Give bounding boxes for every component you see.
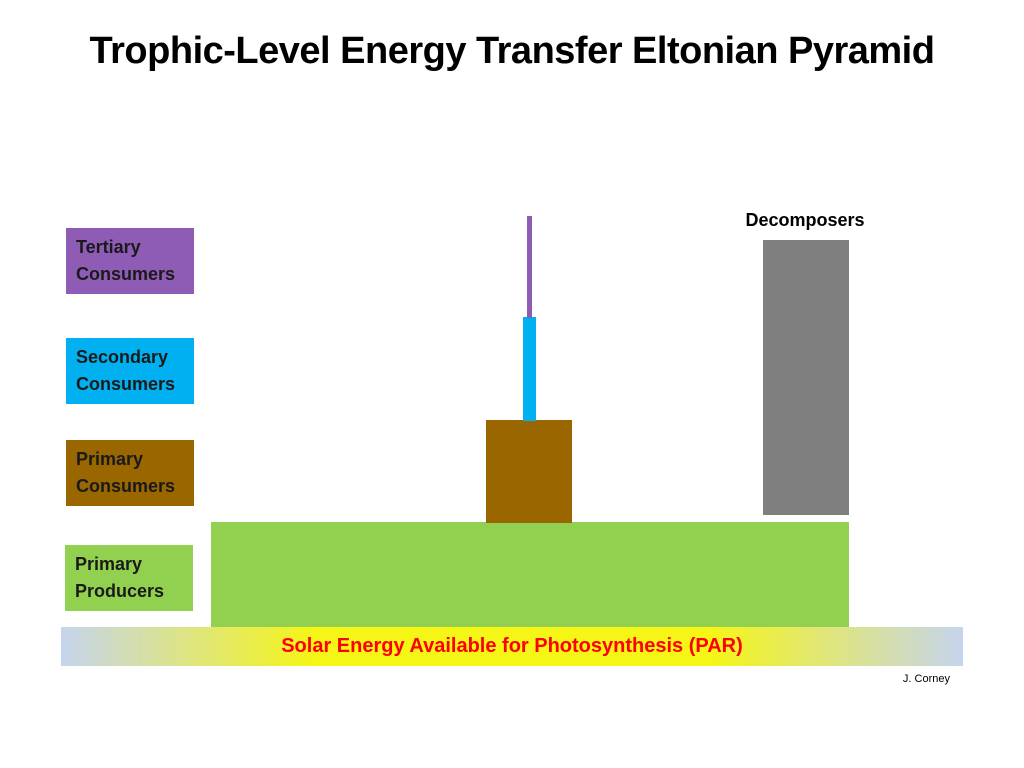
solar-energy-label: Solar Energy Available for Photosynthesi… bbox=[281, 635, 743, 657]
legend-primary-producers-line-2: Producers bbox=[75, 581, 165, 601]
legend-secondary-line-2: Consumers bbox=[76, 374, 176, 394]
legend-primary-consumers-line-1: Primary bbox=[76, 449, 144, 469]
legend-tertiary-consumers: Tertiary Consumers bbox=[66, 228, 194, 294]
author-credit: J. Corney bbox=[902, 673, 950, 685]
solar-energy-bar: Solar Energy Available for Photosynthesi… bbox=[61, 627, 963, 666]
legend-tertiary-line-2: Consumers bbox=[76, 264, 176, 284]
legend-primary-consumers-line-2: Consumers bbox=[76, 476, 176, 496]
legend-primary-producers: Primary Producers bbox=[65, 545, 193, 611]
decomposers-label: Decomposers bbox=[745, 210, 865, 230]
pyramid-tertiary-consumers-block bbox=[527, 216, 532, 318]
page-title: Trophic-Level Energy Transfer Eltonian P… bbox=[89, 30, 935, 72]
pyramid-primary-consumers-block bbox=[486, 420, 572, 523]
pyramid-primary-producers-block bbox=[211, 522, 849, 628]
decomposers-block bbox=[763, 240, 849, 515]
legend-primary-consumers: Primary Consumers bbox=[66, 440, 194, 506]
legend-secondary-consumers: Secondary Consumers bbox=[66, 338, 194, 404]
legend-secondary-line-1: Secondary bbox=[76, 347, 169, 367]
pyramid-secondary-consumers-block bbox=[523, 317, 536, 421]
legend-primary-producers-line-1: Primary bbox=[75, 554, 143, 574]
legend-tertiary-line-1: Tertiary bbox=[76, 237, 141, 257]
